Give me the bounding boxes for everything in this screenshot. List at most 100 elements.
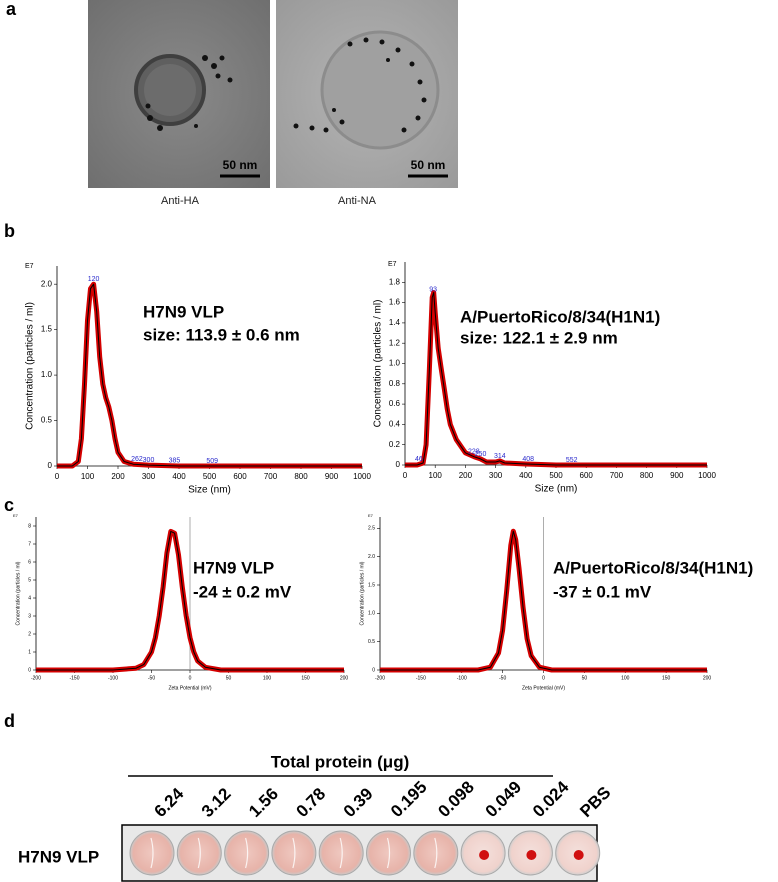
well-streak — [292, 837, 296, 869]
x-tick-label: 0 — [189, 675, 192, 681]
x-tick-label: -150 — [416, 675, 426, 681]
annotation: A/PuertoRico/8/34(H1N1) — [553, 558, 753, 577]
x-tick-label: 100 — [263, 675, 272, 681]
peak-label: 93 — [429, 286, 437, 293]
column-label: 0.39 — [340, 784, 377, 821]
x-tick-label: 100 — [81, 472, 95, 481]
x-tick-label: 200 — [340, 675, 349, 681]
x-tick-label: 700 — [610, 471, 624, 480]
y-tick-label: 6 — [28, 559, 31, 565]
x-tick-label: -200 — [31, 675, 41, 681]
annotation: H7N9 VLP — [143, 302, 224, 321]
x-tick-label: 100 — [621, 675, 630, 681]
plate-title: Total protein (μg) — [271, 752, 410, 771]
peak-label: 509 — [206, 458, 218, 465]
x-tick-label: 400 — [519, 471, 533, 480]
y-tick-label: 0.4 — [389, 420, 401, 429]
y-tick-label: 2.0 — [41, 279, 53, 288]
y-tick-label: 0.5 — [368, 639, 375, 645]
peak-label: 228 — [468, 448, 480, 455]
panel-label: a — [6, 0, 17, 19]
x-tick-label: 200 — [111, 472, 125, 481]
column-label: 6.24 — [151, 784, 188, 821]
annotation: -24 ± 0.2 mV — [193, 582, 292, 601]
y-tick-label: 1.4 — [389, 318, 401, 327]
y-tick-label: 1.5 — [368, 582, 375, 588]
well — [224, 830, 270, 876]
x-tick-label: -100 — [457, 675, 467, 681]
x-tick-label: 800 — [640, 471, 654, 480]
well-streak — [386, 837, 391, 869]
well — [366, 830, 411, 876]
y-tick-label: 1.8 — [389, 277, 401, 286]
x-tick-label: 800 — [294, 472, 308, 481]
rbc-button — [573, 850, 584, 860]
line — [57, 283, 362, 467]
y-tick-label: 5 — [28, 577, 31, 583]
well-streak — [197, 837, 201, 869]
y-tick-label: 1.2 — [389, 338, 401, 347]
x-tick-label: 0 — [542, 675, 545, 681]
rbc-button — [479, 850, 490, 860]
axis-multiplier: E7 — [13, 513, 19, 518]
y-tick-label: 0 — [396, 460, 401, 469]
x-tick-label: 1000 — [353, 472, 371, 481]
axis-multiplier: E7 — [368, 513, 374, 518]
x-tick-label: 900 — [325, 472, 339, 481]
x-axis-label: Size (nm) — [188, 485, 231, 496]
peak-label: 408 — [522, 456, 534, 463]
x-tick-label: 600 — [233, 472, 247, 481]
y-tick-label: 1.0 — [389, 359, 401, 368]
y-tick-label: 0 — [28, 667, 31, 673]
well — [129, 830, 175, 876]
x-tick-label: -50 — [148, 675, 155, 681]
x-tick-label: -50 — [499, 675, 506, 681]
well-streak — [339, 837, 343, 869]
y-axis-label: Concentration (particles / ml) — [25, 302, 36, 430]
x-tick-label: 400 — [172, 472, 186, 481]
scale-bar-label: 50 nm — [223, 158, 258, 172]
em-image: 50 nm — [88, 0, 270, 188]
well — [176, 830, 222, 876]
column-label: PBS — [576, 783, 614, 821]
x-tick-label: 1000 — [698, 471, 716, 480]
y-axis-label: Concentration (particles / ml) — [359, 561, 365, 625]
line — [405, 292, 707, 466]
axis-multiplier: E7 — [388, 261, 397, 268]
column-label: 0.024 — [529, 777, 573, 821]
y-tick-label: 7 — [28, 541, 31, 547]
annotation: H7N9 VLP — [193, 558, 274, 577]
peak-label: 385 — [169, 458, 181, 465]
x-tick-label: 50 — [226, 675, 232, 681]
x-tick-label: 0 — [55, 472, 60, 481]
y-tick-label: 1.0 — [368, 611, 375, 617]
line — [36, 530, 344, 671]
x-axis-label: Zeta Potential (mV) — [168, 685, 211, 691]
x-axis-label: Zeta Potential (mV) — [522, 685, 565, 691]
image-caption: Anti-NA — [338, 195, 377, 207]
y-tick-label: 2 — [28, 631, 31, 637]
annotation: -37 ± 0.1 mV — [553, 582, 652, 601]
panel-label: b — [4, 221, 15, 241]
x-tick-label: 200 — [703, 675, 712, 681]
peak-label: 250 — [475, 451, 487, 458]
column-label: 3.12 — [198, 784, 235, 821]
y-tick-label: 1 — [28, 649, 31, 655]
x-tick-label: -200 — [375, 675, 385, 681]
x-tick-label: 500 — [203, 472, 217, 481]
line — [380, 530, 707, 671]
x-tick-label: -100 — [108, 675, 118, 681]
x-axis-label: Size (nm) — [535, 484, 578, 495]
x-tick-label: 500 — [549, 471, 563, 480]
y-tick-label: 1.6 — [389, 298, 401, 307]
peak-label: 46 — [415, 456, 423, 463]
peak-label: 314 — [494, 453, 506, 460]
row-label: H7N9 VLP — [18, 847, 99, 866]
column-label: 0.78 — [292, 784, 329, 821]
x-tick-label: -150 — [69, 675, 79, 681]
well — [271, 830, 317, 876]
x-tick-label: 0 — [403, 471, 408, 480]
image-caption: Anti-HA — [161, 195, 200, 207]
well — [318, 830, 364, 876]
